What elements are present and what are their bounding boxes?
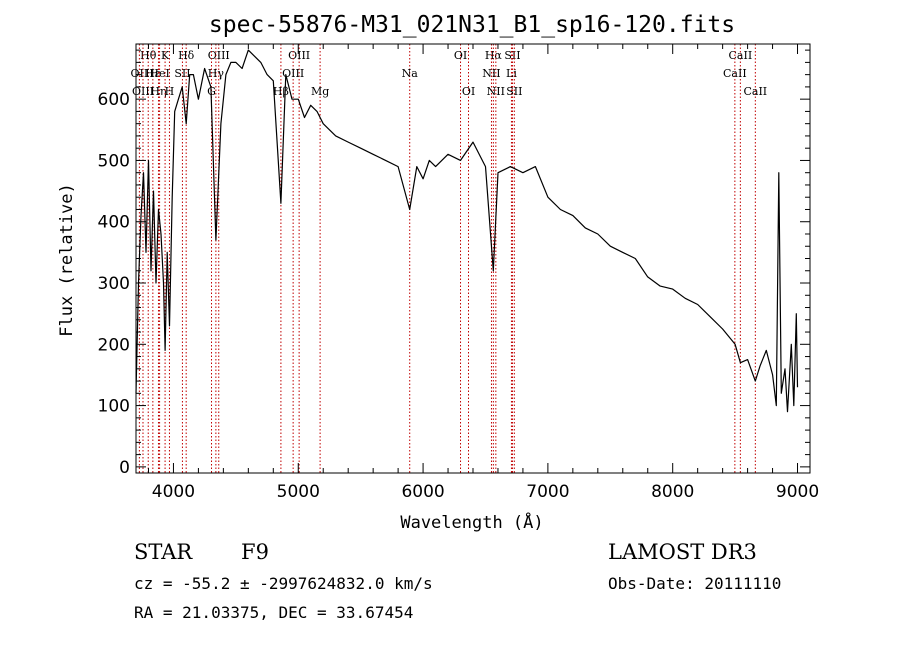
x-tick-label-8000: 8000 — [651, 482, 694, 502]
y-tick-label-300: 300 — [98, 274, 130, 294]
line-label-7: H — [165, 85, 175, 98]
subclass-label: F9 — [241, 540, 269, 564]
plot-frame — [135, 43, 811, 474]
line-label-25: SII — [506, 85, 522, 98]
line-label-1: OII — [131, 67, 149, 80]
y-tick-label-500: 500 — [98, 151, 130, 171]
series-flux-line — [135, 49, 799, 413]
y-axis-label: Flux (relative) — [57, 183, 77, 337]
line-label-14: OIII — [282, 67, 304, 80]
x-axis-label: Wavelength (Å) — [400, 511, 543, 533]
x-tick-label-6000: 6000 — [401, 482, 444, 502]
line-label-10: OIII — [208, 49, 230, 62]
y-tick-label-100: 100 — [98, 397, 130, 417]
line-label-23: SII — [504, 49, 520, 62]
line-label-24: Li — [506, 67, 517, 80]
line-label-28: CaII — [743, 85, 767, 98]
line-label-16: Mg — [311, 85, 329, 98]
line-label-15: Hβ — [273, 85, 289, 98]
line-label-8: SII — [174, 67, 190, 80]
line-label-20: Hα — [485, 49, 503, 62]
line-label-21: NII — [482, 67, 500, 80]
y-tick-label-600: 600 — [98, 90, 130, 110]
chart-title: spec-55876-M31_021N31_B1_sp16-120.fits — [209, 12, 735, 38]
x-tick-label-5000: 5000 — [277, 482, 320, 502]
y-tick-label-200: 200 — [98, 335, 130, 355]
line-label-18: OI — [454, 49, 467, 62]
y-tick-label-0: 0 — [119, 458, 130, 478]
line-label-3: Hε — [145, 67, 161, 80]
x-tick-label-9000: 9000 — [776, 482, 819, 502]
coordinates-text: RA = 21.03375, DEC = 33.67454 — [134, 603, 414, 622]
obs-date-text: Obs-Date: 20111110 — [608, 574, 782, 593]
x-tick-label-4000: 4000 — [152, 482, 195, 502]
line-label-19: OI — [462, 85, 475, 98]
line-label-22: NII — [487, 85, 505, 98]
survey-label: LAMOST DR3 — [608, 540, 757, 564]
line-label-27: CaII — [723, 67, 747, 80]
class-label: STAR — [134, 540, 193, 564]
y-tick-label-400: 400 — [98, 213, 130, 233]
line-label-9: Hδ — [178, 49, 195, 62]
redshift-text: cz = -55.2 ± -2997624832.0 km/s — [134, 574, 433, 593]
x-tick-label-7000: 7000 — [526, 482, 569, 502]
line-label-26: CaII — [729, 49, 753, 62]
line-label-5: Hη — [150, 85, 166, 98]
line-label-6: K — [161, 49, 170, 62]
line-label-2: OIII — [132, 85, 154, 98]
line-label-17: Na — [402, 67, 419, 80]
line-label-13: OIII — [288, 49, 310, 62]
line-label-11: Hγ — [208, 67, 225, 80]
line-label-4: HeI — [149, 67, 169, 80]
